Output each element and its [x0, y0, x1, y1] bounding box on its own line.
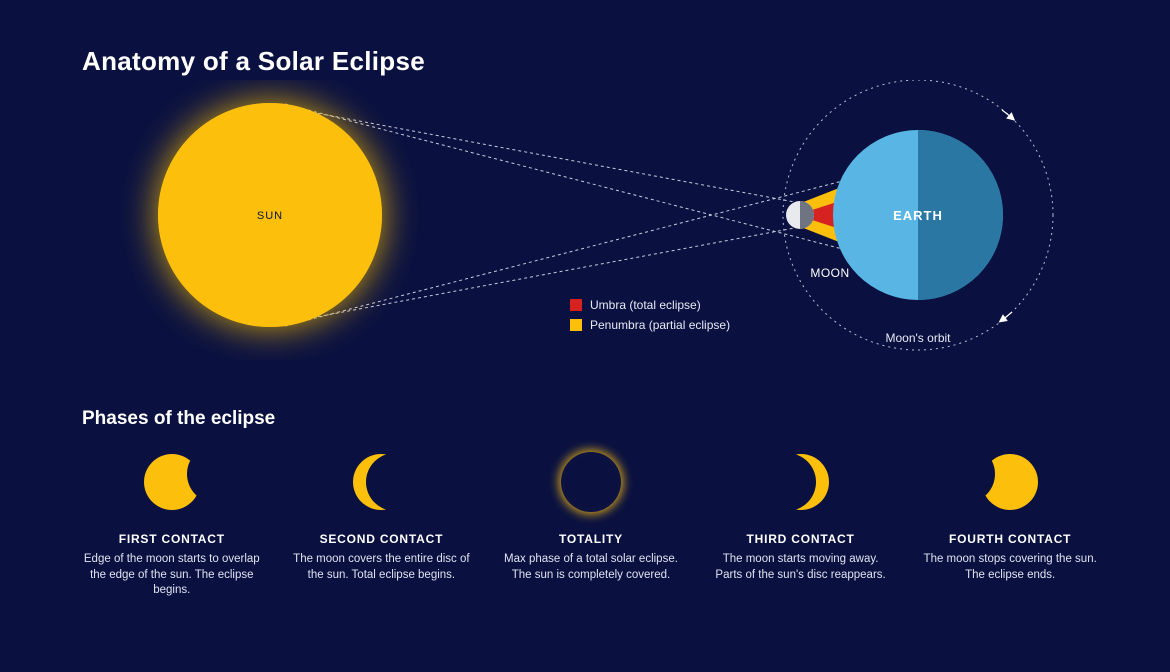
legend-penumbra: Penumbra (partial eclipse) [570, 318, 730, 332]
moon-disc-icon [563, 454, 619, 510]
moon-disc-icon [937, 445, 995, 503]
phase-totality-name: TOTALITY [501, 532, 681, 546]
legend-umbra: Umbra (total eclipse) [570, 298, 730, 312]
legend-penumbra-swatch [570, 319, 582, 331]
phase-totality-icon [559, 450, 623, 514]
phase-totality-desc: Max phase of a total solar eclipse. The … [501, 552, 681, 583]
moon-disc-icon [758, 453, 816, 511]
legend-penumbra-text: Penumbra (partial eclipse) [590, 318, 730, 332]
phase-second: SECOND CONTACT The moon covers the entire… [292, 450, 472, 599]
phase-first-icon [140, 450, 204, 514]
phase-first-name: FIRST CONTACT [82, 532, 262, 546]
phase-second-icon [349, 450, 413, 514]
phase-fourth-desc: The moon stops covering the sun. The ecl… [920, 552, 1100, 583]
orbit-arrow-top [1002, 110, 1012, 118]
earth-label: EARTH [893, 208, 943, 223]
infographic-root: Anatomy of a Solar Eclipse SUN [0, 0, 1170, 672]
phase-third-name: THIRD CONTACT [711, 532, 891, 546]
phases-title: Phases of the eclipse [82, 408, 275, 430]
phase-totality: TOTALITY Max phase of a total solar eclip… [501, 450, 681, 599]
orbit-label: Moon's orbit [886, 331, 952, 345]
legend: Umbra (total eclipse) Penumbra (partial … [570, 298, 730, 338]
moon-disc-icon [366, 453, 424, 511]
phase-first: FIRST CONTACT Edge of the moon starts to … [82, 450, 262, 599]
phase-third: THIRD CONTACT The moon starts moving away… [711, 450, 891, 599]
moon-label: MOON [810, 266, 849, 280]
phase-fourth-name: FOURTH CONTACT [920, 532, 1100, 546]
phase-fourth: FOURTH CONTACT The moon stops covering th… [920, 450, 1100, 599]
orbit-arrow-bottom [1002, 312, 1012, 320]
phases-row: FIRST CONTACT Edge of the moon starts to … [82, 450, 1100, 599]
phase-second-desc: The moon covers the entire disc of the s… [292, 552, 472, 583]
phase-fourth-icon [978, 450, 1042, 514]
legend-umbra-swatch [570, 299, 582, 311]
sun-label: SUN [257, 210, 283, 222]
phase-third-icon [769, 450, 833, 514]
phase-first-desc: Edge of the moon starts to overlap the e… [82, 552, 262, 599]
phase-third-desc: The moon starts moving away. Parts of th… [711, 552, 891, 583]
page-title: Anatomy of a Solar Eclipse [82, 46, 425, 77]
phase-second-name: SECOND CONTACT [292, 532, 472, 546]
moon-disc-icon [187, 445, 245, 503]
legend-umbra-text: Umbra (total eclipse) [590, 298, 701, 312]
